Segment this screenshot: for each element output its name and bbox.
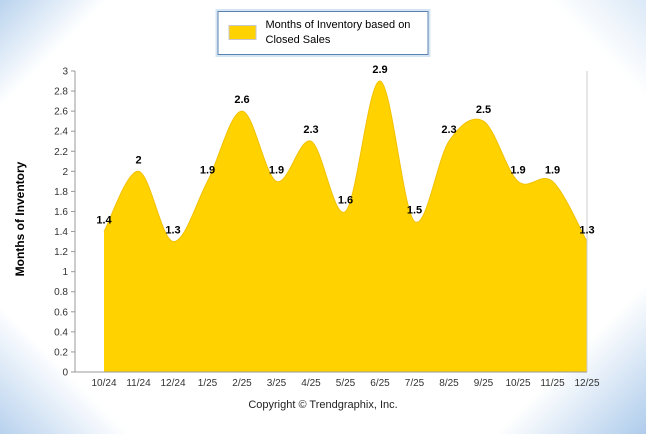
x-tick-label: 10/25	[505, 378, 530, 389]
value-label: 1.9	[545, 164, 560, 176]
y-tick-label: 2.6	[54, 107, 68, 118]
value-label: 1.9	[269, 164, 284, 176]
value-label: 2.3	[441, 124, 456, 136]
x-tick-label: 1/25	[198, 378, 218, 389]
area-chart: 0 0.2 0.4 0.6 0.8 1 1.2 1.4 1.6 1.8 2 2.2 2.4 2.6 2.8 3…	[54, 64, 600, 389]
y-tick-label: 0	[62, 368, 68, 379]
value-label: 1.5	[407, 205, 422, 217]
value-label: 1.6	[338, 194, 353, 206]
x-tick-label: 11/24	[126, 378, 151, 389]
y-tick-label: 1.6	[54, 207, 68, 218]
y-tick-label: 1.2	[54, 247, 68, 258]
y-tick-label: 2	[62, 167, 68, 178]
y-tick-label: 0.8	[54, 287, 68, 298]
y-tick-label: 2.4	[54, 127, 68, 138]
value-label: 1.9	[200, 164, 215, 176]
value-label: 2.3	[303, 124, 318, 136]
x-tick-label: 4/25	[301, 378, 321, 389]
copyright: Copyright © Trendgraphix, Inc.	[248, 399, 398, 411]
x-tick-label: 12/25	[574, 378, 599, 389]
value-label: 2.6	[234, 94, 249, 106]
y-tick-label: 3	[62, 67, 68, 78]
x-tick-label: 10/24	[91, 378, 116, 389]
x-tick-label: 8/25	[439, 378, 459, 389]
y-tick-label: 2.8	[54, 87, 68, 98]
area-edge	[103, 80, 588, 243]
x-tick-label: 6/25	[370, 378, 390, 389]
area-fill	[104, 80, 587, 372]
y-tick-label: 1	[62, 267, 68, 278]
y-tick-label: 0.4	[54, 327, 68, 338]
y-tick-label: 1.8	[54, 187, 68, 198]
value-label: 1.3	[165, 225, 180, 237]
value-label: 2.5	[476, 104, 491, 116]
value-label: 1.3	[579, 225, 594, 237]
legend: Months of Inventory based on Closed Sale…	[217, 11, 429, 55]
value-label: 2.9	[372, 64, 387, 76]
legend-swatch-icon	[228, 25, 257, 41]
x-tick-label: 11/25	[540, 378, 565, 389]
y-tick-label: 0.6	[54, 307, 68, 318]
x-tick-label: 12/24	[160, 378, 185, 389]
value-label: 1.9	[510, 164, 525, 176]
x-tick-label: 7/25	[405, 378, 425, 389]
y-tick-label: 2.2	[54, 147, 68, 158]
x-tick-label: 3/25	[267, 378, 287, 389]
y-tick-label: 0.2	[54, 347, 68, 358]
legend-label: Months of Inventory based on Closed Sale…	[265, 19, 411, 46]
value-label: 1.4	[96, 215, 112, 227]
x-tick-label: 9/25	[474, 378, 494, 389]
x-tick-label: 2/25	[232, 378, 252, 389]
x-tick-label: 5/25	[336, 378, 356, 389]
y-tick-label: 1.4	[54, 227, 68, 238]
value-label: 2	[135, 154, 141, 166]
